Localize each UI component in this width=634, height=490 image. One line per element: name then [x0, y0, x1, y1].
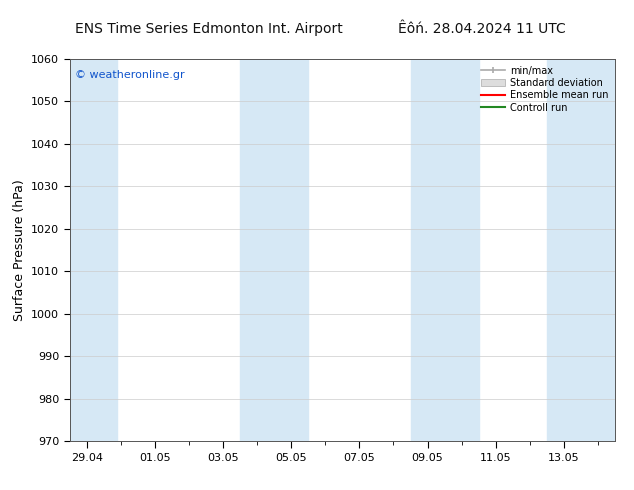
Bar [240, 59, 308, 441]
Text: © weatheronline.gr: © weatheronline.gr [75, 70, 185, 80]
Bar [547, 59, 615, 441]
Bar [70, 59, 117, 441]
Text: Êôń. 28.04.2024 11 UTC: Êôń. 28.04.2024 11 UTC [398, 22, 566, 36]
Bar [411, 59, 479, 441]
Text: ENS Time Series Edmonton Int. Airport: ENS Time Series Edmonton Int. Airport [75, 22, 343, 36]
Legend: min/max, Standard deviation, Ensemble mean run, Controll run: min/max, Standard deviation, Ensemble me… [479, 64, 610, 115]
Y-axis label: Surface Pressure (hPa): Surface Pressure (hPa) [13, 179, 25, 321]
